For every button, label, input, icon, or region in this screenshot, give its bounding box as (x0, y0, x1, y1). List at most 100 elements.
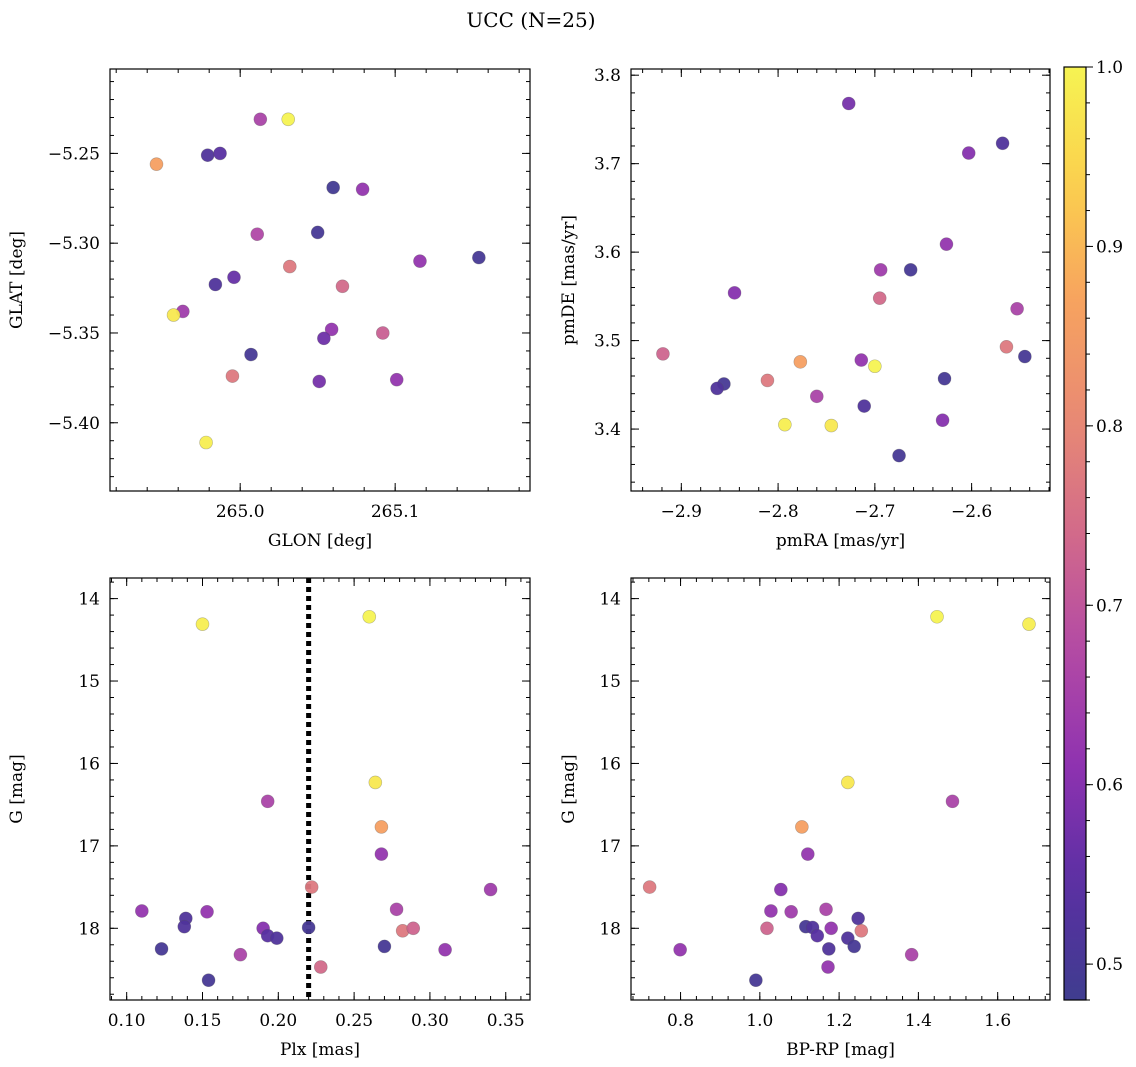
data-point (233, 947, 248, 962)
data-point (904, 947, 919, 962)
x-tick-label: 0.20 (259, 1011, 297, 1031)
x-tick-label: 1.0 (746, 1011, 773, 1031)
data-point (778, 417, 792, 432)
data-point (809, 389, 824, 404)
data-point (930, 609, 944, 624)
y-tick-label: 3.4 (594, 420, 621, 440)
data-point (868, 359, 882, 374)
data-point (166, 308, 181, 322)
data-point (355, 182, 370, 197)
ticks (110, 578, 530, 1000)
data-points (149, 112, 486, 450)
data-point (1022, 617, 1036, 631)
data-point (208, 277, 223, 292)
data-point (784, 905, 798, 919)
x-tick-label: 0.35 (487, 1011, 525, 1031)
ticks (110, 69, 530, 491)
x-tick-label: 0.10 (108, 1011, 146, 1031)
data-point (375, 326, 390, 340)
x-tick-label: −2.6 (951, 502, 992, 522)
data-point (873, 263, 888, 277)
data-point (374, 820, 389, 834)
x-tick-label: −2.8 (757, 502, 798, 522)
data-point (857, 399, 872, 413)
data-point (389, 372, 404, 387)
data-point (312, 374, 327, 389)
data-point (225, 369, 240, 383)
data-point (244, 347, 258, 362)
y-tick-label: 17 (78, 837, 100, 857)
x-tick-label: 265.1 (371, 502, 420, 522)
panels: 265.0 265.1 −5.25 −5.30 −5.35 −5.40 GLON [deg]… (7, 66, 1051, 1060)
x-tick-label: 0.25 (335, 1011, 373, 1031)
data-point (710, 381, 724, 396)
x-tick-label: 0.15 (184, 1011, 222, 1031)
data-point (841, 96, 856, 111)
data-point (438, 942, 452, 957)
plot-frame (630, 68, 1051, 492)
data-point (1010, 301, 1024, 316)
data-point (810, 928, 825, 943)
y-axis-label: pmDE [mas/yr] (559, 215, 579, 345)
data-point (935, 413, 950, 428)
panel-pmra-pmde: −2.9 −2.8 −2.7 −2.6 3.4 3.5 3.6 3.7 3.8 pmRA [mas… (559, 66, 1051, 551)
panel-bprp-g: 0.8 1.0 1.2 1.4 1.6 14 15 16 17 18 BP-RP [mag] G [m… (559, 577, 1051, 1060)
panel-glon-glat: 265.0 265.1 −5.25 −5.30 −5.35 −5.40 GLON [deg]… (7, 68, 531, 551)
plot-frame (109, 68, 531, 492)
data-point (413, 254, 427, 268)
data-point (374, 847, 389, 861)
y-tick-label: 14 (599, 590, 621, 610)
y-tick-label: 3.7 (594, 155, 621, 175)
data-points (656, 96, 1032, 463)
data-point (854, 353, 869, 367)
data-point (195, 617, 210, 631)
data-point (377, 939, 392, 954)
data-point (227, 270, 241, 285)
data-point (200, 905, 214, 919)
data-point (851, 911, 865, 926)
x-axis-label: pmRA [mas/yr] (776, 531, 905, 551)
data-point (406, 921, 421, 936)
data-point (317, 331, 331, 346)
data-point (282, 259, 297, 274)
y-tick-label: 15 (599, 672, 621, 692)
data-point (304, 880, 319, 894)
data-point (937, 371, 952, 386)
data-point (201, 973, 216, 988)
x-axis-label: Plx [mas] (280, 1040, 360, 1060)
colorbar-tick-label: 0.8 (1096, 417, 1123, 437)
y-tick-label: 3.5 (594, 332, 621, 352)
data-point (939, 237, 954, 251)
x-tick-label: −2.7 (854, 502, 895, 522)
colorbar-tick-label: 0.6 (1096, 776, 1123, 796)
data-point (135, 904, 149, 918)
y-tick-label: −5.35 (48, 324, 100, 344)
y-axis-label: G [mag] (7, 754, 27, 823)
data-point (749, 973, 763, 988)
colorbar-tick-label: 0.9 (1096, 237, 1123, 257)
data-point (313, 960, 328, 974)
data-point (727, 286, 742, 300)
data-point (326, 180, 340, 195)
y-tick-label: 3.6 (594, 243, 621, 263)
data-point (800, 847, 815, 861)
data-point (154, 942, 169, 956)
data-point (872, 291, 887, 305)
data-point (945, 794, 960, 809)
ticks (631, 69, 1050, 491)
data-point (213, 146, 227, 161)
data-point (177, 919, 192, 934)
data-point (253, 112, 268, 127)
data-point (819, 902, 833, 917)
data-point (335, 279, 350, 294)
y-tick-label: 15 (78, 672, 100, 692)
data-point (310, 225, 325, 240)
data-points (642, 609, 1036, 988)
data-points (135, 609, 498, 988)
data-point (903, 263, 918, 277)
ticks (631, 578, 1050, 1000)
x-tick-label: 1.6 (984, 1011, 1011, 1031)
figure-title: UCC (N=25) (466, 8, 595, 32)
x-tick-label: 1.4 (905, 1011, 932, 1031)
